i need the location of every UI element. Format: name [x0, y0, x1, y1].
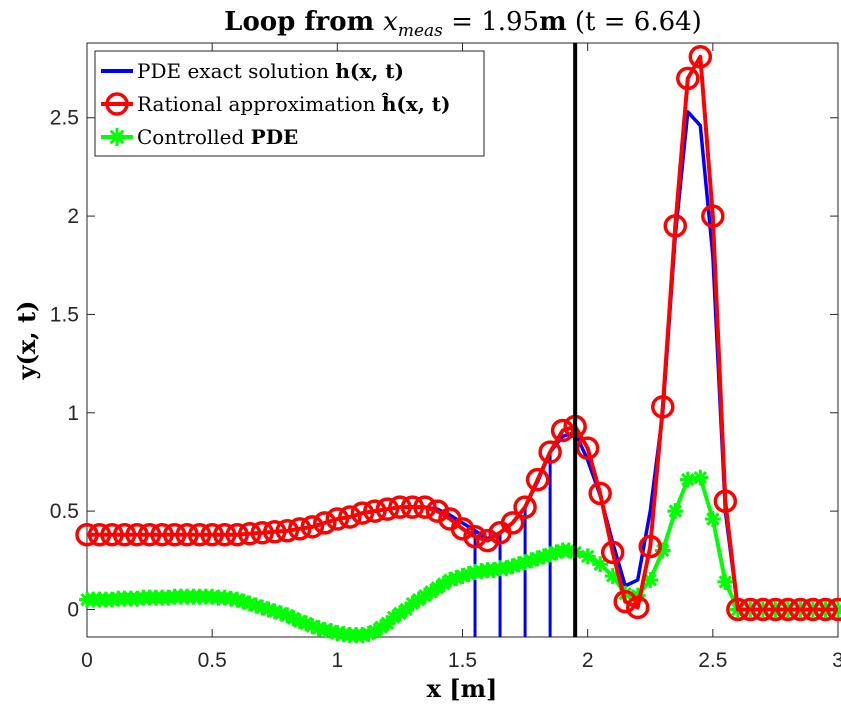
data-point-rational — [175, 522, 199, 547]
data-point-rational — [263, 520, 287, 544]
data-point-rational — [726, 597, 750, 622]
data-point-controlled — [454, 568, 471, 585]
data-point-rational — [250, 521, 274, 545]
data-point-rational — [162, 522, 187, 547]
x-tick-label: 2.5 — [698, 649, 727, 672]
data-point-rational — [813, 597, 838, 622]
series-line-1 — [87, 54, 838, 612]
x-tick-label: 0 — [81, 649, 93, 672]
data-point-rational — [187, 522, 212, 547]
data-point-rational — [550, 418, 575, 443]
data-point-controlled — [579, 548, 596, 565]
data-point-rational — [738, 597, 763, 622]
data-point-rational — [225, 522, 249, 547]
x-tick-label: 0.5 — [198, 649, 227, 672]
data-point-controlled — [592, 556, 609, 573]
data-point-rational — [701, 204, 725, 228]
y-tick-label: 1 — [67, 402, 79, 425]
data-point-controlled — [229, 591, 246, 608]
tick-group: 0 0.5 1 1.5 2 2.5 3 0 0.5 1 1.5 2 2.5 — [50, 43, 841, 672]
data-point-controlled — [692, 469, 709, 486]
data-point-rational — [200, 522, 224, 547]
data-point-rational — [413, 495, 437, 519]
data-point-rational — [325, 507, 350, 531]
data-point-rational — [100, 522, 124, 547]
data-point-rational — [500, 511, 525, 535]
data-point-rational — [713, 489, 738, 514]
x-axis-label: x [m] — [427, 674, 498, 703]
y-axis-label: y(x, t) — [12, 301, 41, 381]
data-point-rational — [688, 45, 713, 69]
data-point-rational — [350, 501, 375, 525]
data-point-rational — [237, 521, 262, 546]
data-point-controlled — [704, 510, 721, 527]
data-point-rational — [300, 515, 325, 539]
legend-marker-controlled — [108, 128, 126, 146]
legend-box — [94, 50, 485, 157]
data-point-rational — [588, 481, 612, 506]
data-point-controlled — [667, 503, 684, 520]
data-point-rational — [600, 540, 625, 565]
data-point-controlled — [679, 471, 696, 488]
x-tick-label: 1 — [331, 649, 343, 672]
data-point-rational — [525, 467, 550, 492]
data-point-rational — [788, 597, 813, 622]
data-point-rational — [125, 522, 149, 547]
legend-star — [108, 128, 126, 146]
data-point-rational — [826, 597, 841, 622]
data-point-rational — [475, 528, 500, 553]
x-tick-label: 3 — [832, 649, 841, 672]
x-tick-label: 2 — [582, 649, 594, 672]
chart-title: Loop from xmeas = 1.95m (t = 6.64) — [224, 7, 702, 41]
y-tick-label: 0.5 — [50, 500, 79, 523]
data-point-rational — [663, 214, 688, 238]
data-point-rational — [651, 395, 675, 419]
data-point-rational — [625, 595, 650, 620]
legend-item-rational: Rational approximation ĥ(x, t) — [137, 92, 450, 116]
data-point-rational — [801, 597, 825, 622]
data-point-rational — [425, 499, 450, 523]
data-point-rational — [338, 505, 362, 529]
data-point-rational — [513, 495, 537, 519]
y-tick-label: 2 — [67, 205, 79, 228]
data-point-rational — [463, 524, 487, 549]
data-point-rational — [400, 495, 425, 519]
data-point-rational — [538, 440, 562, 464]
data-point-rational — [75, 522, 99, 547]
legend: PDE exact solution h(x, t) Rational appr… — [94, 50, 485, 157]
data-point-rational — [613, 589, 637, 614]
data-point-rational — [275, 519, 300, 543]
data-point-rational — [112, 522, 137, 547]
data-point-rational — [375, 497, 400, 521]
data-point-rational — [150, 522, 174, 547]
data-point-controlled — [717, 573, 734, 590]
legend-marker-rational — [105, 92, 129, 116]
data-point-rational — [137, 522, 162, 547]
legend-item-pde: PDE exact solution h(x, t) — [137, 59, 404, 83]
data-point-controlled — [504, 558, 521, 575]
data-point-rational — [638, 534, 662, 559]
y-tick-label: 1.5 — [50, 303, 79, 326]
x-tick-label: 1.5 — [448, 649, 477, 672]
data-point-controlled — [654, 542, 671, 559]
data-point-rational — [763, 597, 788, 622]
data-point-rational — [450, 517, 475, 541]
data-point-rational — [313, 511, 337, 535]
series-group — [75, 45, 841, 644]
data-point-rational — [363, 499, 387, 523]
y-tick-label: 0 — [67, 598, 79, 621]
data-point-rational — [288, 517, 312, 541]
data-point-rational — [87, 522, 112, 547]
y-tick-label: 2.5 — [50, 107, 79, 130]
data-point-rational — [751, 597, 775, 622]
data-point-rational — [388, 495, 412, 519]
data-point-rational — [575, 436, 600, 460]
legend-item-controlled: Controlled PDE — [137, 125, 298, 149]
stem-group — [473, 452, 552, 637]
data-point-rational — [676, 66, 700, 91]
data-point-rational — [212, 522, 237, 547]
data-point-rational — [776, 597, 800, 622]
